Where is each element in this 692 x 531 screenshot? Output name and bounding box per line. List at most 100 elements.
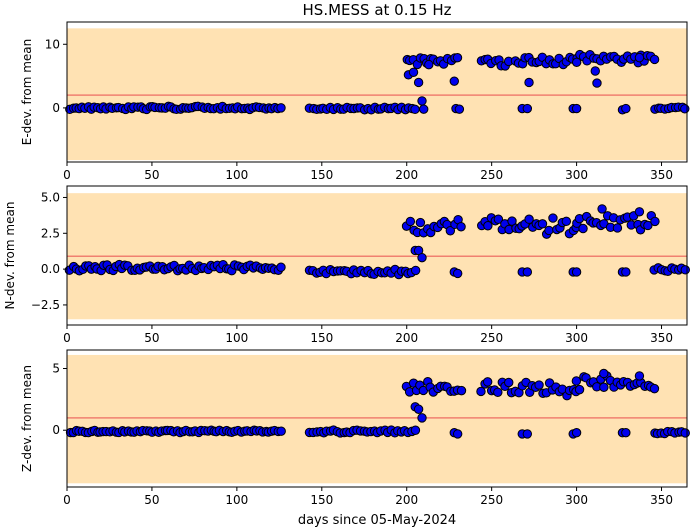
data-point (522, 267, 533, 277)
points-vertical (65, 368, 690, 439)
data-point (634, 52, 645, 63)
x-tick-label: 50 (144, 331, 159, 345)
data-point (413, 77, 424, 88)
data-point (592, 78, 602, 88)
data-point (493, 387, 503, 397)
data-point (597, 204, 607, 214)
data-point (410, 104, 420, 115)
points-east (65, 49, 690, 115)
y-axis-label-north: N-dev. from mean (3, 202, 17, 310)
x-tick-label: 50 (144, 168, 159, 182)
x-tick-label: 200 (395, 168, 418, 182)
data-point (276, 262, 286, 272)
data-point (524, 77, 534, 88)
data-point (634, 207, 645, 217)
data-point (449, 76, 459, 86)
data-point (544, 225, 554, 236)
data-point (410, 425, 421, 435)
data-point (405, 216, 416, 227)
data-point (649, 383, 660, 394)
data-point (680, 428, 690, 438)
data-point (571, 427, 582, 438)
x-tick-label: 350 (650, 493, 673, 507)
x-tick-label: 150 (310, 493, 333, 507)
data-point (408, 67, 419, 77)
data-point (452, 268, 463, 279)
data-point (276, 426, 286, 436)
x-tick-label: 100 (225, 331, 248, 345)
data-point (621, 427, 631, 438)
axes-frame-north (66, 185, 688, 326)
data-point (680, 104, 690, 114)
data-point (417, 96, 427, 106)
data-point (276, 103, 286, 113)
x-tick-label: 100 (225, 493, 248, 507)
data-point (522, 429, 533, 439)
data-point (454, 104, 465, 114)
data-point (524, 214, 534, 224)
x-tick-label: 350 (650, 331, 673, 345)
points-north (64, 204, 690, 280)
data-point (482, 377, 493, 387)
data-point (537, 219, 548, 229)
x-tick-label: 350 (650, 168, 673, 182)
data-point (504, 377, 514, 388)
x-tick-label: 300 (565, 168, 588, 182)
y-tick-label: −2.5 (31, 298, 60, 312)
data-point (410, 265, 421, 276)
data-point (561, 216, 572, 227)
band-east (67, 28, 687, 161)
data-point (456, 222, 466, 232)
panel-east: 0 50 100 150 200 250 300 350 0 10 E-dev. from mean (20, 21, 690, 182)
y-tick-label: 10 (45, 37, 60, 51)
data-point (476, 386, 486, 397)
data-point (445, 226, 456, 236)
data-point (590, 66, 600, 76)
data-point (483, 221, 493, 231)
data-point (574, 384, 585, 395)
x-tick-label: 0 (63, 493, 71, 507)
data-point (507, 216, 517, 226)
x-tick-label: 200 (395, 493, 418, 507)
data-point (571, 267, 582, 277)
y-tick-label: 2.5 (41, 226, 60, 240)
data-point (419, 104, 429, 114)
data-point (578, 223, 588, 234)
data-point (571, 103, 582, 114)
y-tick-label: 5 (52, 362, 60, 376)
x-tick-label: 250 (480, 331, 503, 345)
x-tick-label: 150 (310, 168, 333, 182)
chart-title: HS.MESS at 0.15 Hz (303, 1, 452, 19)
y-axis-label-vertical: Z-dev. from mean (20, 365, 34, 472)
data-point (452, 429, 463, 439)
x-tick-label: 50 (144, 493, 159, 507)
data-point (417, 413, 427, 423)
x-tick-label: 250 (480, 493, 503, 507)
data-point (680, 265, 690, 275)
data-point (424, 59, 434, 70)
data-point (417, 252, 427, 263)
data-point (571, 376, 582, 386)
y-tick-label: 0 (52, 423, 60, 437)
y-axis-label-east: E-dev. from mean (20, 39, 34, 145)
data-point (522, 103, 533, 114)
axes-frame-east (66, 21, 688, 163)
x-tick-label: 300 (565, 493, 588, 507)
data-point (612, 223, 623, 233)
x-axis-label: days since 05-May-2024 (298, 513, 456, 528)
band-vertical (67, 354, 687, 484)
data-point (452, 53, 463, 63)
x-tick-label: 300 (565, 331, 588, 345)
data-point (649, 54, 660, 65)
data-point (599, 368, 609, 379)
data-point (643, 220, 653, 231)
data-point (413, 404, 424, 414)
data-point (634, 371, 645, 381)
x-tick-label: 0 (63, 168, 71, 182)
data-point (621, 103, 631, 114)
panel-north: 0 50 100 150 200 250 300 350 −2.5 0.0 2.5 5.0 N-dev.… (3, 185, 690, 345)
data-point (571, 57, 582, 68)
panel-vertical: 0 50 100 150 200 250 300 350 0 5 Z-dev. from mean (20, 349, 690, 507)
